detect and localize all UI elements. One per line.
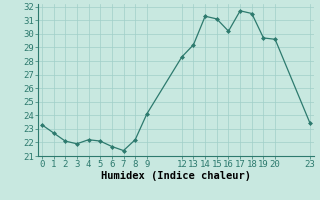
X-axis label: Humidex (Indice chaleur): Humidex (Indice chaleur) xyxy=(101,171,251,181)
